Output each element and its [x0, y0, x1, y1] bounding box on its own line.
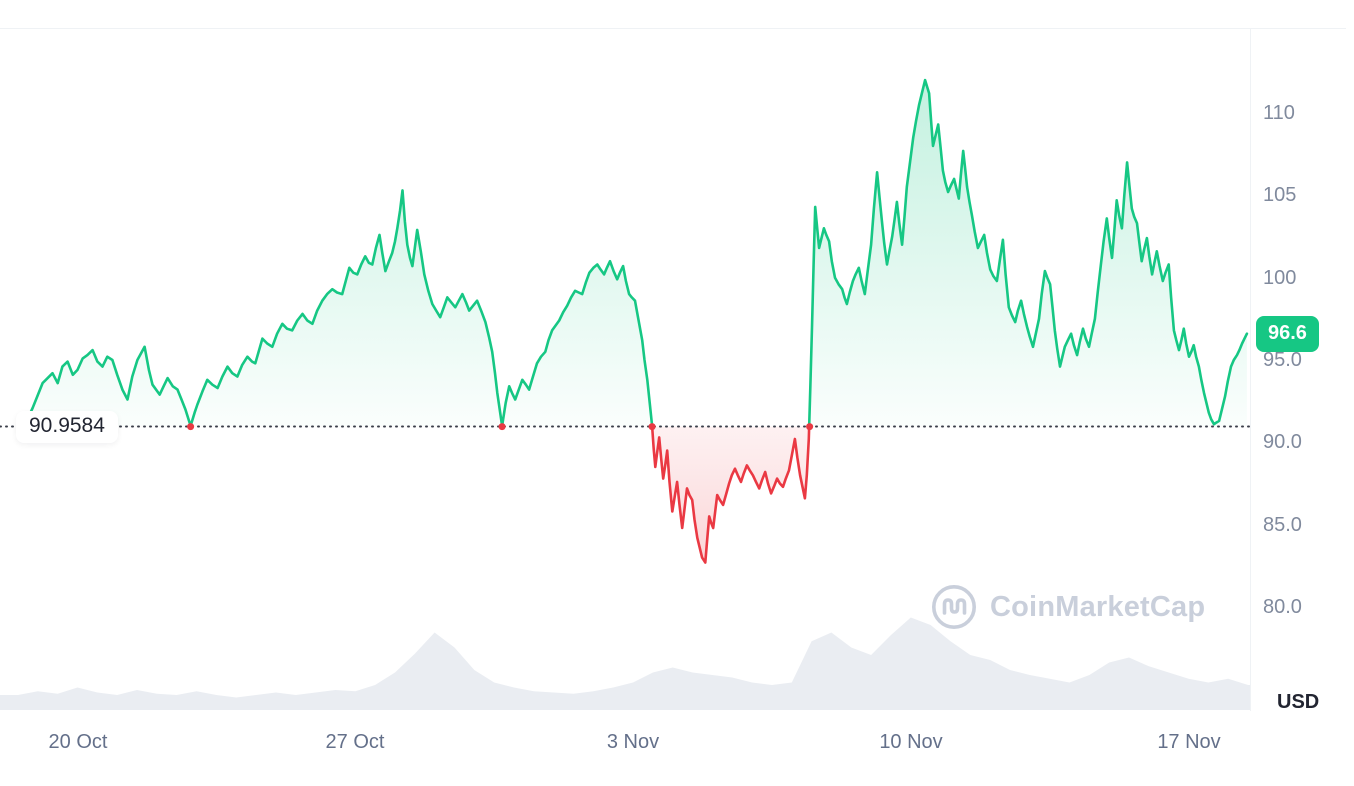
- y-tick-label: 90.0: [1263, 431, 1302, 453]
- axis-divider: [1250, 28, 1251, 711]
- baseline-price-label: 90.9584: [16, 411, 118, 443]
- baseline-dot: [806, 423, 814, 431]
- price-line-down: [16, 426, 811, 564]
- y-tick-label: 80.0: [1263, 596, 1302, 618]
- x-tick-label: 3 Nov: [606, 731, 660, 753]
- x-tick-label: 17 Nov: [1157, 731, 1221, 753]
- x-tick-label: 10 Nov: [879, 731, 943, 753]
- x-tick-label: 27 Oct: [325, 731, 385, 753]
- watermark[interactable]: CoinMarketCap: [930, 583, 1205, 631]
- price-area-up: [19, 80, 1247, 427]
- coinmarketcap-logo-icon: [931, 584, 977, 630]
- x-tick-label: 20 Oct: [48, 731, 108, 753]
- y-tick-label: 110: [1263, 102, 1295, 124]
- baseline-dot: [187, 423, 195, 431]
- baseline-dot: [498, 423, 506, 431]
- y-axis: 110 105 100 95.0 90.0 85.0 80.0: [1263, 0, 1353, 786]
- watermark-text: CoinMarketCap: [990, 590, 1206, 623]
- y-tick-label: 95.0: [1263, 349, 1302, 371]
- current-price-badge: 96.6: [1256, 316, 1319, 352]
- panel-top-border: [0, 28, 1346, 29]
- currency-label: USD: [1277, 691, 1320, 713]
- y-tick-label: 105: [1263, 184, 1297, 206]
- volume-area: [0, 617, 1250, 710]
- y-tick-label: 85.0: [1263, 514, 1302, 536]
- y-tick-label: 100: [1263, 267, 1297, 289]
- baseline-dot: [648, 423, 656, 431]
- price-line-up: [18, 78, 1249, 427]
- x-axis: 20 Oct 27 Oct 3 Nov 10 Nov 17 Nov: [0, 731, 1354, 763]
